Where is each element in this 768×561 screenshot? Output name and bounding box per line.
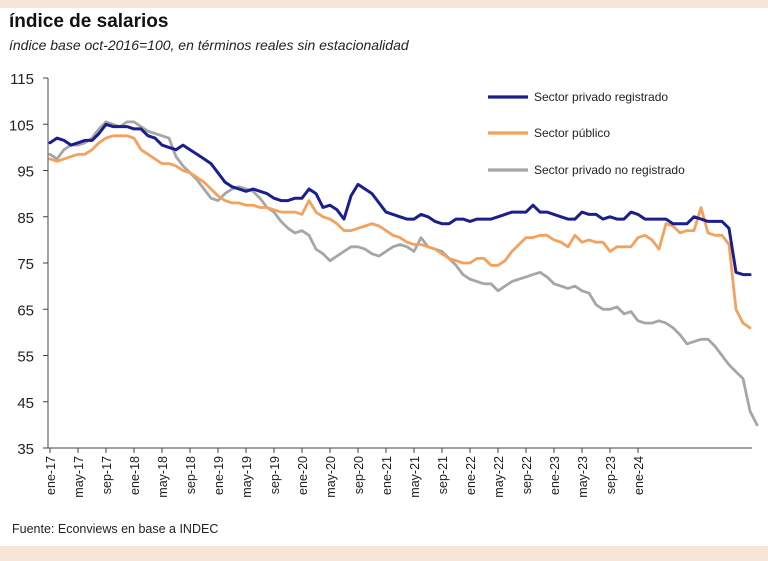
x-tick-label: sep-19: [268, 456, 282, 494]
x-tick-label: ene-18: [128, 456, 142, 495]
y-tick-label: 115: [10, 71, 34, 88]
y-tick-label: 65: [17, 302, 34, 319]
y-tick-label: 105: [9, 117, 34, 134]
x-tick-label: ene-24: [632, 456, 646, 495]
x-tick-label: may-23: [576, 456, 590, 498]
x-tick-label: sep-20: [352, 456, 366, 494]
x-tick-label: may-20: [324, 456, 338, 498]
x-tick-label: may-18: [156, 456, 170, 498]
x-tick-label: sep-17: [100, 456, 114, 494]
x-tick-label: ene-17: [44, 456, 58, 495]
legend-label: Sector público: [534, 126, 610, 140]
legend-label: Sector privado registrado: [534, 90, 668, 104]
x-tick-label: ene-20: [296, 456, 310, 495]
chart-card: índice de salarios índice base oct-2016=…: [0, 8, 768, 546]
y-tick-label: 75: [17, 256, 34, 273]
x-tick-label: ene-23: [548, 456, 562, 495]
x-tick-label: ene-19: [212, 456, 226, 495]
y-tick-label: 35: [17, 441, 34, 458]
x-tick-label: may-22: [492, 456, 506, 498]
x-tick-label: may-19: [240, 456, 254, 498]
chart-title: índice de salarios: [9, 11, 169, 32]
x-tick-label: sep-21: [436, 456, 450, 494]
series-line-publico: [48, 134, 752, 330]
series-line-privado-no-registrado: [48, 120, 759, 427]
x-tick-label: sep-23: [604, 456, 618, 494]
y-tick-label: 85: [17, 210, 34, 227]
series-line-privado-registrado: [48, 122, 752, 277]
y-tick-label: 45: [17, 395, 34, 412]
x-tick-label: sep-18: [184, 456, 198, 494]
chart-subtitle: índice base oct-2016=100, en términos re…: [9, 37, 409, 53]
x-tick-label: ene-22: [464, 456, 478, 495]
x-tick-label: may-21: [408, 456, 422, 498]
legend-label: Sector privado no registrado: [534, 163, 685, 177]
y-tick-label: 95: [17, 164, 34, 181]
x-tick-label: may-17: [72, 456, 86, 498]
x-tick-label: ene-21: [380, 456, 394, 495]
y-tick-label: 55: [17, 349, 34, 366]
source-note: Fuente: Econviews en base a INDEC: [12, 522, 219, 536]
x-tick-label: sep-22: [520, 456, 534, 494]
